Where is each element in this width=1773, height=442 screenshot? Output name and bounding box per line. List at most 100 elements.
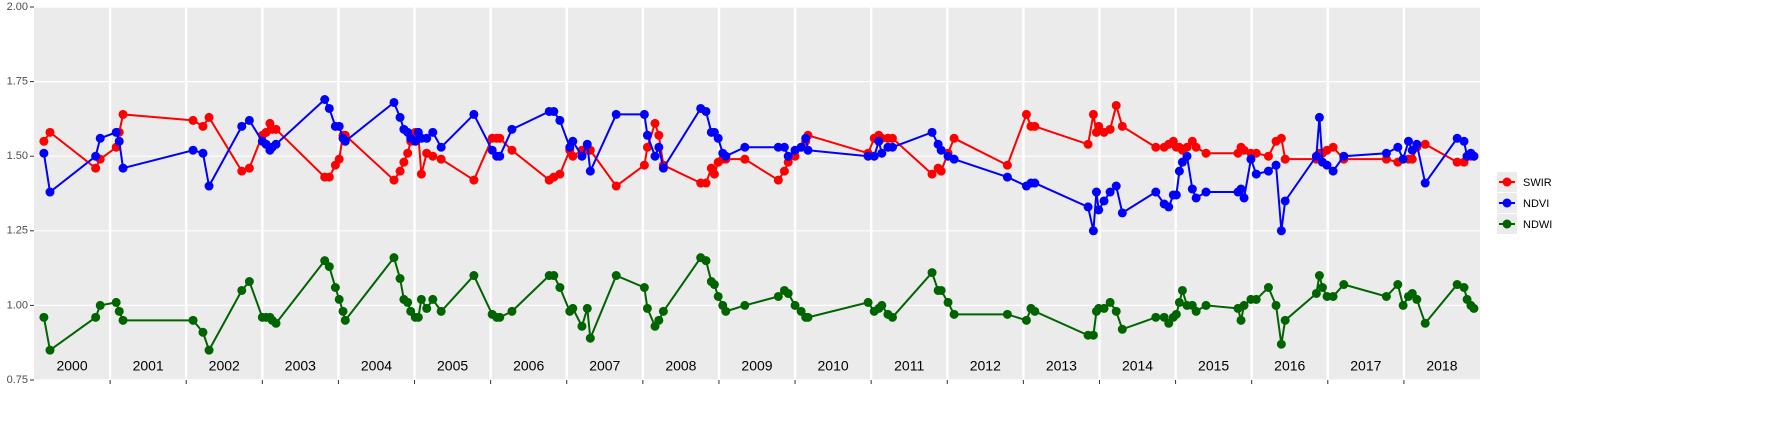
point [188,315,198,325]
year-label: 2014 [1122,358,1153,374]
point [943,297,953,307]
point [188,115,198,125]
point [1263,282,1273,292]
y-tick-label: 0.75 [7,374,28,386]
point [1164,202,1174,212]
point [936,145,946,155]
point [39,148,49,158]
point [1393,280,1403,290]
point [111,297,121,307]
point [709,169,719,179]
point [237,121,247,131]
point [803,312,813,322]
point [389,253,399,263]
point [1088,226,1098,236]
point [1111,306,1121,316]
point [949,309,959,319]
point [639,109,649,119]
point [271,139,281,149]
point [585,166,595,176]
point [1030,306,1040,316]
year-label: 2008 [665,358,696,374]
point [1469,151,1479,161]
point [1420,178,1430,188]
point [237,166,247,176]
point [428,294,438,304]
point [1393,142,1403,152]
point [244,115,254,125]
point [949,133,959,143]
point [1251,169,1261,179]
point [436,142,446,152]
point [1459,282,1469,292]
point [555,169,565,179]
point [801,133,811,143]
point [949,154,959,164]
point [568,151,578,161]
point [1452,157,1462,167]
point [1328,291,1338,301]
point [642,130,652,140]
point [95,300,105,310]
point [721,151,731,161]
legend-label: NDVI [1523,198,1549,210]
point [204,181,214,191]
point [1311,288,1321,298]
point [1239,193,1249,203]
point [436,154,446,164]
point [1094,205,1104,215]
point [114,136,124,146]
point [1201,300,1211,310]
point [1002,309,1012,319]
point [1111,100,1121,110]
point [1002,172,1012,182]
point [324,172,334,182]
point [1094,121,1104,131]
point [650,118,660,128]
point [198,148,208,158]
point [1191,306,1201,316]
point [1002,160,1012,170]
point [721,306,731,316]
point [495,312,505,322]
point [118,163,128,173]
point [927,127,937,137]
y-tick-label: 1.75 [7,76,28,88]
point [654,130,664,140]
point [507,145,517,155]
point [1088,330,1098,340]
year-label: 2007 [589,358,620,374]
point [1459,136,1469,146]
point [39,136,49,146]
point [1339,151,1349,161]
point [324,262,334,272]
point [713,133,723,143]
point [340,136,350,146]
point [642,142,652,152]
year-label: 2000 [56,358,87,374]
legend-point [1502,219,1512,229]
point [1381,148,1391,158]
point [198,121,208,131]
point [416,294,426,304]
point [324,103,334,113]
point [389,97,399,107]
point [114,306,124,316]
point [495,133,505,143]
point [863,297,873,307]
point [395,274,405,284]
point [399,157,409,167]
point [779,142,789,152]
point [582,303,592,313]
point [45,127,55,137]
point [334,294,344,304]
point [577,151,587,161]
point [936,285,946,295]
year-label: 2010 [818,358,849,374]
point [658,163,668,173]
year-label: 2016 [1274,358,1305,374]
point [1271,300,1281,310]
point [1201,148,1211,158]
point [740,154,750,164]
point [1030,121,1040,131]
